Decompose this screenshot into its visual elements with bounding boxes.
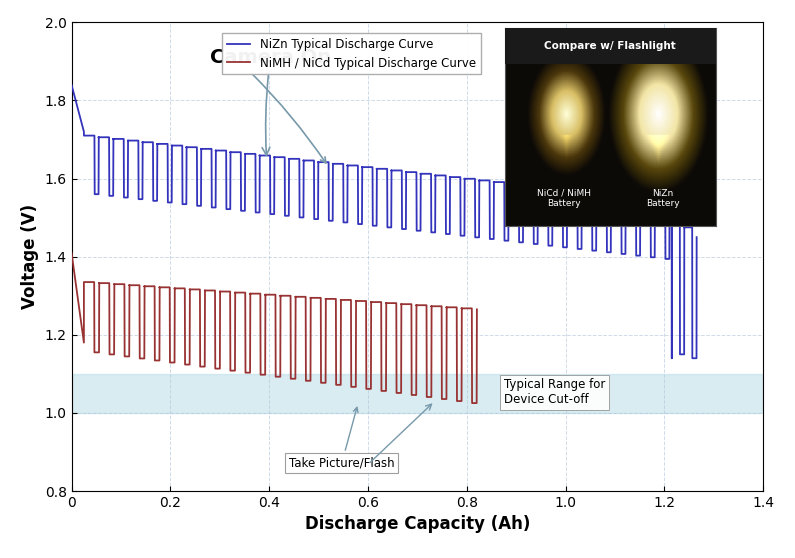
Legend: NiZn Typical Discharge Curve, NiMH / NiCd Typical Discharge Curve: NiZn Typical Discharge Curve, NiMH / NiC… — [222, 33, 481, 74]
NiZn Typical Discharge Curve — [518, 182, 528, 189]
NiZn Typical Discharge Curve — [504, 180, 514, 187]
Text: Compare w/ Flashlight: Compare w/ Flashlight — [545, 41, 676, 51]
Y-axis label: Voltage (V): Voltage (V) — [21, 204, 39, 309]
Bar — [505, 28, 716, 64]
Text: Camera On: Camera On — [210, 49, 331, 155]
NiMH / NiCd Typical Discharge Curve — [472, 306, 482, 313]
NiMH / NiCd Typical Discharge Curve — [67, 249, 76, 256]
NiMH / NiCd Typical Discharge Curve — [270, 291, 280, 298]
NiMH / NiCd Typical Discharge Curve — [467, 400, 477, 406]
NiMH / NiCd Typical Discharge Curve — [215, 288, 225, 295]
X-axis label: Discharge Capacity (Ah): Discharge Capacity (Ah) — [304, 516, 530, 533]
NiZn Typical Discharge Curve — [667, 355, 677, 362]
Text: Typical Range for
Device Cut-off: Typical Range for Device Cut-off — [504, 378, 605, 406]
NiMH / NiCd Typical Discharge Curve — [246, 369, 255, 376]
Text: Take Picture/Flash: Take Picture/Flash — [289, 407, 394, 470]
NiZn Typical Discharge Curve — [67, 81, 76, 88]
Text: NiCd / NiMH
Battery: NiCd / NiMH Battery — [537, 189, 591, 208]
NiZn Typical Discharge Curve — [692, 234, 701, 240]
Line: NiMH / NiCd Typical Discharge Curve: NiMH / NiCd Typical Discharge Curve — [72, 253, 477, 403]
Bar — [72, 374, 763, 413]
Line: NiZn Typical Discharge Curve: NiZn Typical Discharge Curve — [72, 85, 696, 358]
NiMH / NiCd Typical Discharge Curve — [231, 367, 240, 374]
NiZn Typical Discharge Curve — [134, 196, 143, 203]
Text: NiZn
Battery: NiZn Battery — [646, 189, 680, 208]
NiZn Typical Discharge Curve — [427, 229, 436, 235]
NiZn Typical Discharge Curve — [591, 190, 601, 197]
NiMH / NiCd Typical Discharge Curve — [149, 283, 159, 290]
NiMH / NiCd Typical Discharge Curve — [467, 400, 477, 406]
NiZn Typical Discharge Curve — [576, 246, 586, 252]
